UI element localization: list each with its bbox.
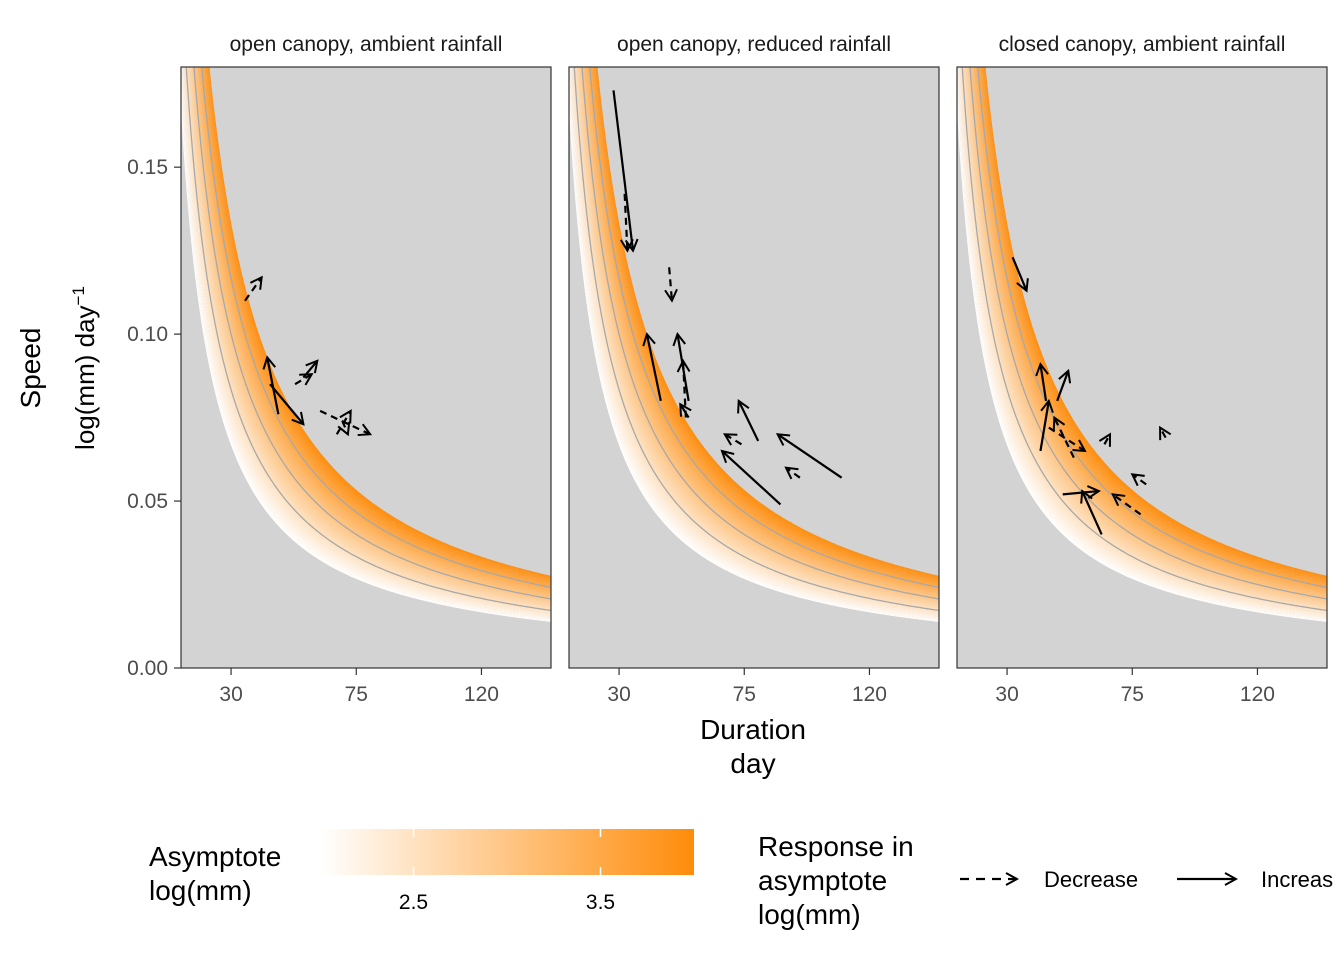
fill-legend-ticks: 2.5 3.5 [399,829,615,914]
decrease-arrow [342,420,348,434]
x-axis-title: Duration day [700,714,806,779]
increase-arrow [647,334,662,402]
asymptote-contour [977,67,1327,589]
x-tick-label: 120 [852,683,887,706]
increase-arrow [739,401,760,442]
asymptote-heatmap [957,67,1327,622]
increase-arrow [722,451,782,506]
decrease-arrow [1104,434,1110,444]
asymptote-contour [581,67,939,600]
y-axis-title-units: log(mm) day−1 [69,286,100,450]
decrease-arrow [244,277,262,302]
facet-panel-3: closed canopy, ambient rainfall 30 75 120 [956,33,1328,706]
response-arrows [1011,256,1166,535]
x-axis-title-units: day [730,748,775,779]
asymptote-contour [589,67,939,589]
increase-arrow [1040,364,1046,402]
increase-arrow [1056,371,1068,402]
x-axis-title-main: Duration [700,714,806,745]
fill-legend-tick-label: 2.5 [399,891,428,914]
decrease-arrow [1160,428,1166,438]
facet-title: open canopy, reduced rainfall [617,33,891,56]
decrease-arrow [625,193,628,251]
arrow-legend-title-line1: Response in [758,831,914,862]
x-tick-label: 75 [345,683,368,706]
fill-legend-title-line1: Asymptote [149,841,281,872]
asymptote-contour [573,67,939,612]
decrease-arrow [1113,494,1142,516]
response-arrows [244,277,370,434]
heatmap-band-strip [968,67,1327,602]
asymptote-contour [201,67,551,589]
decrease-arrow [725,434,743,444]
fill-legend-tick-label: 3.5 [586,891,615,914]
x-tick-label: 30 [219,683,242,706]
x-tick-label: 120 [1240,683,1275,706]
panel-border [180,66,552,669]
y-axis-units-text: log(mm) day [70,305,100,449]
x-tick-label: 75 [1121,683,1144,706]
facet-panels: open canopy, ambient rainfall 30 75 120 0.00… [127,33,1328,706]
asymptote-contour [961,67,1327,612]
x-tick-label: 120 [464,683,499,706]
fill-legend-colorbar [320,829,694,875]
asymptote-contour [185,67,551,612]
heatmap-band-strip [192,67,551,602]
decrease-arrow [1054,418,1075,459]
asymptote-contour [969,67,1327,600]
legend-increase-label: Increas [1261,867,1333,892]
heatmap-band-strip [967,67,1327,603]
response-arrows [612,90,843,506]
decrease-arrow [1132,474,1147,484]
y-tick-label: 0.10 [127,323,168,346]
facet-title: open canopy, ambient rainfall [230,33,503,56]
increase-arrow [680,404,688,419]
heatmap-band-strip [579,67,939,603]
panel-border [956,66,1328,669]
asymptote-contour [193,67,551,600]
decrease-arrow [294,374,312,384]
y-axis-title: Speed log(mm) day−1 [15,286,100,450]
x-tick-label: 30 [995,683,1018,706]
y-axis-units-sup: −1 [69,286,88,305]
fill-legend: Asymptote log(mm) 2.5 3.5 [149,829,694,914]
increase-arrow [1039,401,1048,452]
asymptote-heatmap [569,67,939,622]
facet-panel-1: open canopy, ambient rainfall 30 75 120 0.00… [127,33,552,706]
increase-arrow [269,383,303,424]
legend-decrease-label: Decrease [1044,867,1138,892]
facet-panel-2: open canopy, reduced rainfall 30 75 120 [568,33,940,706]
increase-arrow [612,90,633,250]
arrow-legend-title-line3: log(mm) [758,899,861,930]
asymptote-heatmap [181,67,551,622]
increase-arrow [1011,256,1027,290]
heatmap-band-strip [580,67,939,602]
x-tick-label: 75 [733,683,756,706]
decrease-arrow [669,267,672,300]
increase-arrow [778,434,843,479]
x-tick-label: 30 [607,683,630,706]
heatmap-band-strip [191,67,551,603]
y-tick-label: 0.05 [127,490,168,513]
y-tick-label: 0.15 [127,156,168,179]
fill-legend-title-line2: log(mm) [149,875,252,906]
panel-border [568,66,940,669]
decrease-arrow [786,468,801,478]
arrow-legend-title-line2: asymptote [758,865,887,896]
facet-title: closed canopy, ambient rainfall [999,33,1286,56]
arrow-legend: Response in asymptote log(mm) Decrease I… [758,831,1333,930]
decrease-arrow [683,361,686,418]
y-axis-title-main: Speed [15,328,46,409]
increase-arrow [1062,491,1099,494]
increase-arrow [1082,491,1103,535]
y-tick-label: 0.00 [127,657,168,680]
